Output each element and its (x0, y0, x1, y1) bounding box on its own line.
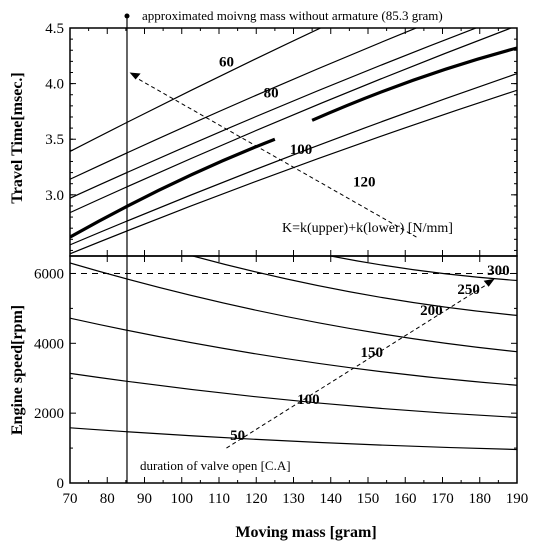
x-tick-label: 80 (100, 491, 115, 507)
travel-time-curve (70, 28, 322, 152)
engine-speed-curve (330, 256, 517, 282)
y-tick-label-bottom: 6000 (34, 266, 64, 282)
bottom-dashed-arrow (226, 282, 490, 449)
duration-label: 300 (487, 263, 510, 279)
stiffness-label: 100 (290, 142, 313, 158)
duration-label: 50 (230, 428, 245, 444)
travel-time-curve (311, 46, 517, 122)
travel-time-curve (70, 28, 418, 180)
top-annotation: approximated moivng mass without armatur… (142, 8, 443, 23)
stiffness-label: 120 (353, 174, 376, 190)
x-tick-label: 110 (208, 491, 230, 507)
duration-label: 150 (360, 345, 383, 361)
y-axis-label-top: Travel Time[msec.] (9, 72, 26, 204)
engine-speed-curve (70, 427, 517, 451)
y-tick-label-top: 3.0 (45, 188, 64, 204)
y-tick-label-bottom: 0 (57, 476, 65, 492)
y-tick-label-top: 3.5 (45, 132, 64, 148)
duration-label: 200 (420, 303, 443, 319)
y-tick-label-bottom: 2000 (34, 406, 64, 422)
y-tick-label-bottom: 4000 (34, 336, 64, 352)
bottom-grid (69, 255, 518, 484)
x-tick-label: 150 (357, 491, 380, 507)
bottom-arrow-head (483, 278, 495, 287)
bottom-plot-frame (69, 255, 518, 484)
x-tick-label: 170 (431, 491, 454, 507)
engine-speed-curve (70, 372, 517, 418)
travel-time-series (70, 28, 517, 255)
y-axis-label-bottom: Engine speed[rpm] (9, 305, 26, 435)
engine-speed-series (70, 256, 517, 451)
x-tick-label: 140 (320, 491, 343, 507)
x-tick-label: 130 (282, 491, 305, 507)
legend-text: K=k(upper)+k(lower) [N/mm] (282, 221, 453, 236)
x-tick-label: 190 (506, 491, 529, 507)
engine-speed-curve (70, 262, 517, 353)
engine-speed-curve (192, 256, 517, 316)
y-tick-label-top: 4.5 (45, 21, 64, 37)
x-axis-label: Moving mass [gram] (235, 524, 376, 541)
arrow-text: duration of valve open [C.A] (140, 458, 291, 473)
duration-label: 100 (297, 392, 320, 408)
chart-labels: 70 80 90 100 110 120 130 140 150 160 170 180 190 4.5 4… (34, 13, 529, 507)
x-tick-label: 160 (394, 491, 417, 507)
x-tick-label: 180 (469, 491, 492, 507)
travel-time-curve (70, 137, 276, 239)
engine-speed-curve (70, 317, 517, 386)
travel-time-curve (70, 73, 517, 246)
travel-time-curve (70, 28, 478, 199)
x-tick-label: 70 (63, 491, 78, 507)
travel-time-curve (70, 28, 513, 214)
duration-label: 250 (457, 282, 480, 298)
x-tick-label: 120 (245, 491, 268, 507)
y-tick-label-top: 4.0 (45, 77, 64, 93)
marker-dot (124, 13, 130, 19)
x-tick-label: 100 (171, 491, 194, 507)
stiffness-label: 80 (264, 86, 279, 102)
stiffness-label: 60 (219, 54, 234, 70)
top-dashed-arrow (135, 77, 417, 238)
x-tick-label: 90 (137, 491, 152, 507)
top-arrow-head (129, 72, 141, 80)
